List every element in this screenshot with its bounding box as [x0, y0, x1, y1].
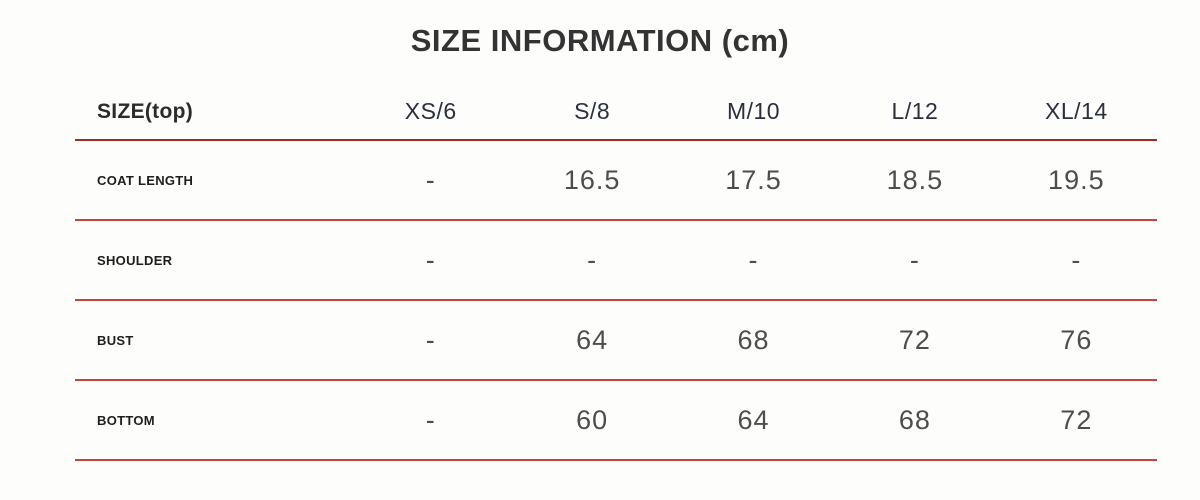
column-header-xs6: XS/6	[404, 98, 457, 124]
row-header-bottom: BOTTOM	[97, 412, 155, 428]
table-row-coat-length: COAT LENGTH - 16.5 17.5 18.5 19.5	[75, 141, 1157, 221]
column-header-xl14: XL/14	[1045, 98, 1108, 124]
size-value: 68	[898, 404, 931, 435]
size-value: 64	[737, 404, 770, 435]
size-value: -	[425, 404, 436, 435]
size-value: 17.5	[725, 164, 782, 195]
row-header-shoulder: SHOULDER	[97, 252, 173, 268]
size-value: -	[425, 244, 436, 275]
size-value: -	[748, 244, 759, 275]
size-value: -	[909, 244, 920, 275]
size-value: 72	[1060, 404, 1093, 435]
row-header-coat-length: COAT LENGTH	[97, 172, 194, 188]
size-value: -	[1071, 244, 1082, 275]
size-value: 76	[1060, 324, 1093, 355]
size-table: SIZE(top) XS/6 S/8 M/10 L/12 XL/14 COAT …	[75, 84, 1157, 461]
size-value: -	[425, 164, 436, 195]
size-value: -	[425, 324, 436, 355]
column-header-s8: S/8	[574, 98, 611, 124]
column-header-l12: L/12	[891, 98, 939, 124]
size-chart-title: SIZE INFORMATION (cm)	[410, 23, 790, 58]
table-row-bust: BUST - 64 68 72 76	[75, 301, 1157, 381]
table-row-shoulder: SHOULDER - - - - -	[75, 221, 1157, 301]
size-value: -	[587, 244, 598, 275]
size-value: 19.5	[1048, 164, 1105, 195]
table-row-bottom: BOTTOM - 60 64 68 72	[75, 381, 1157, 461]
size-value: 60	[576, 404, 609, 435]
size-value: 72	[898, 324, 931, 355]
size-value: 16.5	[563, 164, 621, 195]
table-header-row: SIZE(top) XS/6 S/8 M/10 L/12 XL/14	[75, 84, 1157, 141]
size-value: 68	[737, 324, 770, 355]
size-value: 64	[576, 324, 609, 355]
column-header-size-top: SIZE(top)	[97, 99, 194, 123]
size-value: 18.5	[886, 164, 944, 195]
column-header-m10: M/10	[726, 98, 781, 124]
row-header-bust: BUST	[97, 332, 134, 348]
